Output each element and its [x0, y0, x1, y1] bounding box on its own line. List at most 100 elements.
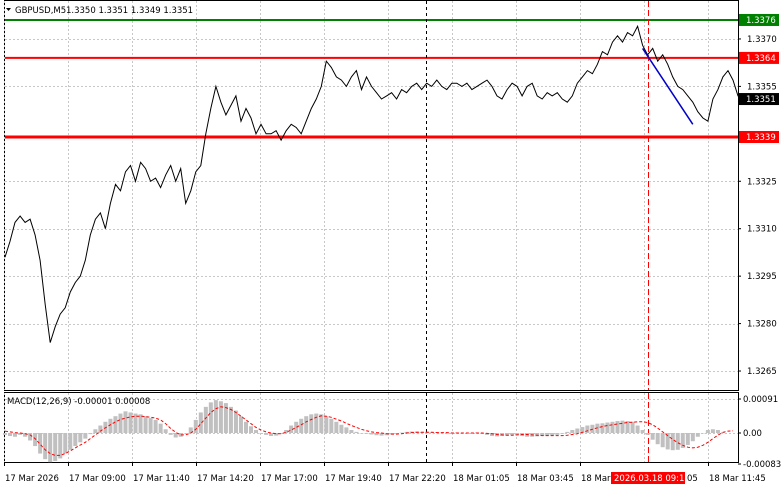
macd-histogram-bar [218, 401, 223, 433]
macd-histogram-bar [515, 433, 520, 436]
macd-histogram-bar [585, 425, 590, 433]
time-tick-label: 17 Mar 17:00 [261, 474, 318, 484]
price-tick-label: 1.3280 [747, 320, 777, 330]
macd-label: MACD(12,26,9) -0.00001 0.00008 [7, 397, 150, 407]
macd-histogram-bar [294, 421, 299, 433]
horizontal-levels [5, 18, 738, 139]
macd-indicator [2, 400, 734, 463]
macd-histogram-bar [394, 433, 399, 434]
macd-histogram-bar [108, 418, 113, 433]
time-tick-label: 17 Mar 19:40 [325, 474, 382, 484]
macd-histogram-bar [28, 433, 33, 441]
macd-histogram-bar [193, 419, 198, 433]
macd-histogram-bar [168, 433, 173, 435]
time-tick-label: 18 Mar 03:45 [517, 474, 574, 484]
macd-histogram-bar [635, 425, 640, 433]
macd-tick-label: 0.00091 [743, 395, 778, 405]
macd-histogram-bar [319, 414, 324, 433]
macd-histogram-bar [198, 412, 203, 433]
macd-histogram-bar [354, 431, 359, 433]
level-red-top-tag [739, 51, 779, 64]
macd-histogram-bar [254, 430, 259, 433]
macd-histogram-bar [158, 423, 163, 433]
time-tick-label: 17 Mar 11:40 [133, 474, 190, 484]
macd-histogram-bar [248, 426, 254, 433]
symbol-timeframe: GBPUSD,M5 [15, 6, 66, 16]
macd-axis: 0.00091 0.00 -0.00083 [738, 395, 781, 470]
time-tick-label: 17 Mar 09:00 [69, 474, 126, 484]
macd-histogram-bar [329, 418, 334, 433]
time-tick-label: 17 Mar 22:20 [389, 474, 446, 484]
macd-histogram-bar [710, 429, 715, 433]
level-green-label: 1.3376 [746, 16, 776, 26]
macd-histogram-bar [238, 416, 243, 433]
macd-histogram-bar [580, 427, 585, 433]
current-price-label: 1.3351 [746, 95, 776, 105]
macd-histogram-bar [123, 411, 128, 433]
level-red-top-label: 1.3364 [746, 54, 776, 64]
macd-histogram-bar [369, 433, 374, 435]
macd-histogram-bar [640, 430, 645, 433]
macd-histogram-bar [148, 418, 153, 433]
macd-histogram-bar [188, 427, 193, 433]
macd-histogram-bar [233, 410, 238, 433]
macd-histogram-bar [2, 433, 8, 435]
macd-histogram-bar [570, 430, 575, 433]
time-axis[interactable]: 17 Mar 2026 17 Mar 09:00 17 Mar 11:40 17 Ma… [4, 462, 766, 484]
macd-histogram-bar [555, 433, 560, 435]
macd-histogram-bar [153, 419, 158, 433]
macd-histogram-bar [600, 423, 605, 433]
macd-histogram-bar [489, 433, 495, 436]
macd-histogram-bar [133, 413, 138, 433]
macd-histogram-bar [213, 400, 218, 433]
macd-histogram-bar [575, 428, 580, 433]
triangle-down-icon[interactable] [6, 8, 11, 11]
macd-histogram-bar [605, 422, 610, 433]
macd-histogram-bar [700, 433, 705, 434]
price-series [4, 24, 744, 343]
time-highlight-suffix: 05 [687, 474, 698, 484]
trend-lines [641, 48, 694, 125]
macd-histogram-bar [540, 433, 545, 436]
macd-histogram-bar [173, 433, 178, 438]
macd-histogram-bar [279, 433, 284, 434]
macd-histogram-bar [208, 402, 213, 433]
macd-histogram-bar [404, 431, 409, 433]
macd-histogram-bar [695, 433, 700, 437]
level-red-bottom-label: 1.3339 [746, 133, 776, 143]
macd-histogram-bar [685, 433, 690, 445]
macd-histogram-bar [98, 425, 103, 433]
macd-histogram-bar [309, 414, 314, 433]
macd-histogram-bar [374, 433, 379, 436]
price-tick-label: 1.3310 [747, 225, 777, 235]
macd-histogram-bar [364, 433, 369, 434]
macd-histogram-bar [655, 433, 660, 445]
price-axis[interactable]: 1.3370 1.3355 1.3325 1.3310 1.3295 1.3280 1.32… [738, 13, 779, 377]
macd-histogram-bar [615, 421, 620, 433]
macd-histogram-bar [595, 423, 600, 433]
macd-histogram-bar [314, 413, 319, 433]
macd-histogram-bar [58, 433, 63, 459]
macd-histogram-bar [324, 416, 329, 433]
macd-tick-label: -0.00083 [743, 460, 781, 470]
macd-histogram-bar [178, 433, 183, 437]
time-tick-label: 18 Mar 01:05 [453, 474, 510, 484]
macd-histogram-bar [143, 416, 148, 433]
macd-histogram-bar [610, 421, 615, 433]
macd-histogram-bar [344, 427, 349, 433]
macd-histogram-bar [359, 433, 364, 434]
macd-histogram-bar [645, 433, 650, 435]
macd-histogram-bar [565, 431, 570, 433]
macd-histogram-bar [625, 421, 630, 433]
price-line [4, 24, 744, 343]
time-tick-label: 17 Mar 14:20 [197, 474, 254, 484]
macd-histogram-bar [299, 418, 304, 433]
macd-histogram-bar [274, 433, 279, 436]
macd-histogram-bar [339, 424, 344, 433]
macd-histogram-bar [78, 433, 83, 443]
macd-histogram-bar [715, 430, 720, 433]
macd-histogram-bar [690, 433, 695, 442]
macd-histogram-bar [243, 421, 248, 433]
